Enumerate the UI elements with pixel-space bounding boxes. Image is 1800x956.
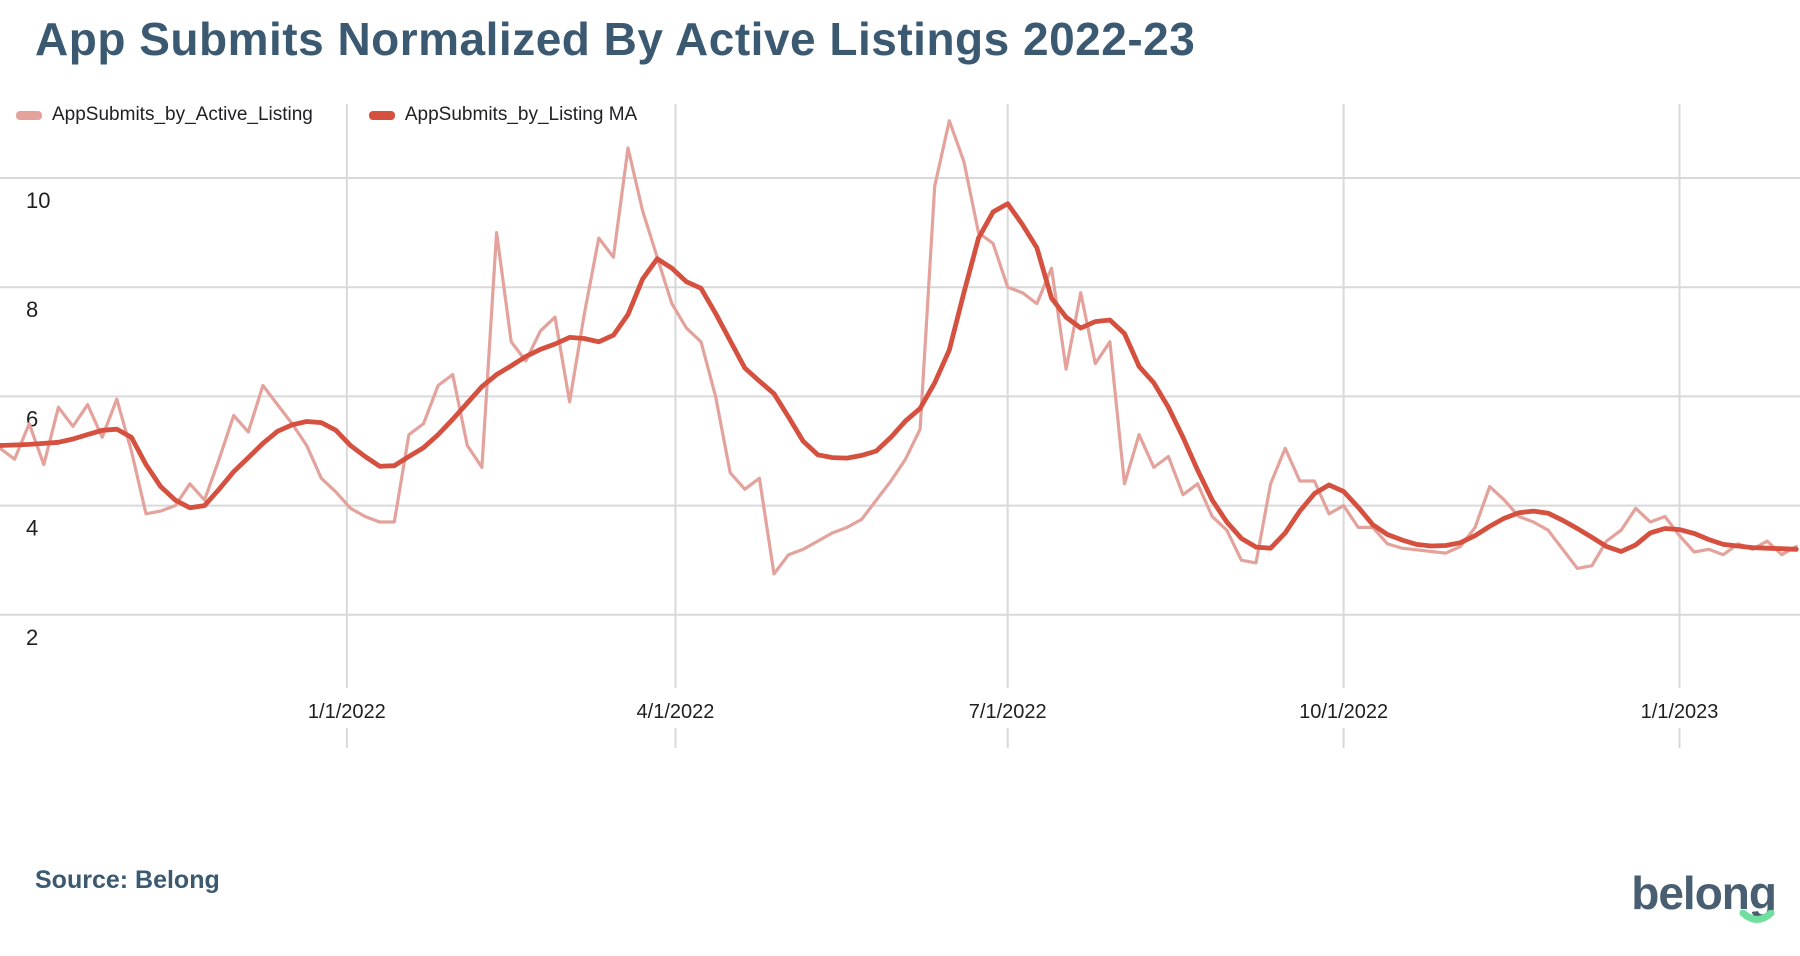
x-tick-label: 4/1/2022	[637, 701, 715, 723]
belong-logo-text: belong	[1631, 867, 1777, 919]
series-line-appsubmits-by-active-listing	[0, 119, 1798, 576]
legend-swatch-red-icon	[368, 110, 395, 120]
y-tick-label: 2	[26, 625, 38, 650]
y-tick-label: 10	[26, 188, 50, 213]
page-title: App Submits Normalized By Active Listing…	[35, 13, 1196, 65]
x-tick-label: 1/1/2022	[308, 701, 386, 723]
y-tick-label: 4	[26, 516, 38, 541]
x-tick-label: 10/1/2022	[1299, 701, 1388, 723]
legend-item-active-listing[interactable]: AppSubmits_by_Active_Listing	[16, 104, 313, 126]
legend-label: AppSubmits_by_Listing MA	[404, 104, 638, 125]
belong-smile-icon	[1739, 910, 1775, 923]
legend: AppSubmits_by_Active_Listing AppSubmits_…	[16, 104, 637, 126]
legend-swatch-pink-icon	[16, 110, 42, 120]
x-tick-label: 1/1/2023	[1641, 701, 1719, 723]
legend-item-listing-ma[interactable]: AppSubmits_by_Listing MA	[368, 104, 638, 126]
series-line-appsubmits-by-listing-ma	[0, 201, 1799, 554]
y-tick-label: 8	[26, 297, 38, 322]
belong-logo: belong	[1631, 866, 1777, 923]
source-caption: Source: Belong	[35, 866, 220, 894]
x-tick-label: 7/1/2022	[969, 701, 1047, 723]
legend-label: AppSubmits_by_Active_Listing	[52, 104, 313, 125]
